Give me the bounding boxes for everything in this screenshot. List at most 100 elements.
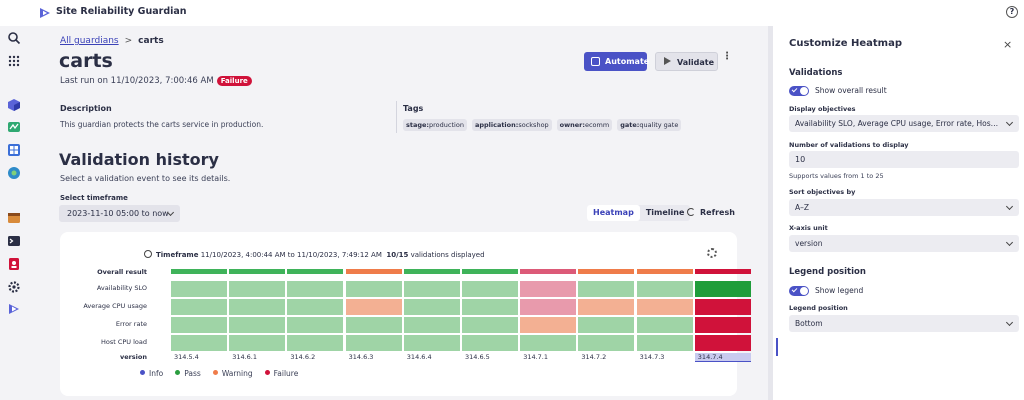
overall-result-bar[interactable] (345, 269, 402, 274)
breadcrumb-separator: > (124, 36, 133, 46)
heatmap-cell[interactable] (578, 335, 635, 351)
guardian-app-icon[interactable] (7, 302, 21, 316)
heatmap-cell[interactable] (520, 335, 577, 351)
legend-position-select[interactable]: Bottom (789, 315, 1019, 332)
heatmap-cell[interactable] (403, 317, 460, 333)
version-label[interactable]: 314.6.2 (290, 353, 316, 361)
timeframe-select[interactable]: 2023-11-10 05:00 to now (59, 205, 180, 222)
sort-objectives-select[interactable]: A–Z (789, 199, 1019, 216)
tab-heatmap[interactable]: Heatmap (587, 205, 640, 221)
heatmap-cell[interactable] (578, 317, 635, 333)
gear-icon[interactable] (707, 248, 717, 258)
heatmap-cell[interactable] (229, 299, 286, 315)
heatmap-cell[interactable] (171, 317, 227, 333)
x-axis-unit-select[interactable]: version (789, 235, 1019, 252)
heatmap-cell[interactable] (462, 335, 518, 351)
version-label[interactable]: 314.6.1 (232, 353, 257, 361)
heatmap-cell[interactable] (345, 281, 402, 297)
version-label[interactable]: 314.6.3 (348, 353, 374, 361)
heatmap-cell[interactable] (403, 335, 460, 351)
heatmap-cell[interactable] (520, 299, 577, 315)
heatmap-cell[interactable] (403, 299, 460, 315)
heatmap-cell[interactable] (462, 299, 518, 315)
heatmap-cell[interactable] (287, 335, 344, 351)
heatmap-cell[interactable] (171, 281, 227, 297)
breadcrumb-all-guardians-link[interactable]: All guardians (60, 36, 119, 46)
version-label[interactable]: 314.6.4 (406, 353, 432, 361)
heatmap-cell[interactable] (578, 281, 635, 297)
search-icon[interactable] (7, 31, 21, 45)
settings-app-icon[interactable] (7, 280, 21, 294)
validate-button[interactable]: Validate (655, 52, 718, 71)
overall-result-bar[interactable] (229, 269, 286, 274)
dashboard-app-icon[interactable] (7, 143, 21, 157)
show-legend-toggle[interactable] (789, 286, 809, 296)
monitor-app-icon[interactable] (7, 120, 21, 134)
heatmap-cell[interactable] (578, 299, 635, 315)
validation-history-subtitle: Select a validation event to see its det… (60, 174, 231, 183)
version-label[interactable]: 314.7.3 (639, 353, 665, 361)
more-options-icon[interactable]: ⋮ (722, 51, 732, 62)
version-label[interactable]: 314.7.2 (581, 353, 607, 361)
num-validations-input[interactable]: 10 (789, 151, 1019, 168)
refresh-button[interactable]: Refresh (687, 208, 735, 217)
display-objectives-select[interactable]: Availability SLO, Average CPU usage, Err… (789, 115, 1019, 132)
security-app-icon[interactable] (7, 257, 21, 271)
tag-gate: gate:quality gate (617, 119, 682, 131)
heatmap-cell[interactable] (694, 317, 751, 333)
close-icon[interactable]: × (1003, 38, 1013, 51)
overall-result-bar[interactable] (287, 269, 344, 274)
heatmap-cell[interactable] (636, 299, 693, 315)
panel-resize-handle[interactable] (776, 338, 778, 356)
heatmap-cell[interactable] (171, 299, 227, 315)
tags-heading: Tags (403, 104, 424, 113)
overall-result-bar[interactable] (520, 269, 577, 274)
overall-result-bar[interactable] (403, 269, 460, 274)
version-label[interactable]: 314.7.4 (694, 353, 751, 362)
version-label[interactable]: 314.6.5 (465, 353, 490, 361)
heatmap-cell[interactable] (636, 281, 693, 297)
heatmap-cell[interactable] (229, 335, 286, 351)
heatmap-cell[interactable] (345, 335, 402, 351)
main-scrollbar[interactable] (768, 26, 773, 400)
kubernetes-app-icon[interactable] (7, 166, 21, 180)
top-bar: Site Reliability Guardian ? (0, 0, 1024, 26)
heatmap-cell[interactable] (287, 317, 344, 333)
version-label[interactable]: 314.5.4 (174, 353, 199, 361)
heatmap-cell[interactable] (520, 281, 577, 297)
heatmap-cell[interactable] (520, 317, 577, 333)
terminal-app-icon[interactable] (7, 234, 21, 248)
heatmap-cell[interactable] (694, 335, 751, 351)
overall-result-bar[interactable] (636, 269, 693, 274)
automate-button[interactable]: Automate (584, 52, 649, 71)
heatmap-cell[interactable] (462, 281, 518, 297)
apps-grid-icon[interactable] (7, 54, 21, 68)
heatmap-cell[interactable] (636, 335, 693, 351)
heatmap-cell[interactable] (229, 281, 286, 297)
heatmap-cell[interactable] (694, 281, 751, 297)
show-overall-toggle[interactable] (789, 86, 809, 96)
heatmap-cell[interactable] (287, 281, 344, 297)
heatmap-cell[interactable] (636, 317, 693, 333)
tab-timeline[interactable]: Timeline (645, 208, 685, 217)
heatmap-cell[interactable] (694, 299, 751, 315)
heatmap-cell[interactable] (345, 317, 402, 333)
version-label[interactable]: 314.7.1 (523, 353, 548, 361)
display-objectives-label: Display objectives (789, 105, 856, 113)
overall-result-bar[interactable] (694, 269, 751, 274)
heatmap-row-label: Average CPU usage (83, 302, 147, 310)
notebook-app-icon[interactable] (7, 211, 21, 225)
heatmap-cell[interactable] (287, 299, 344, 315)
heatmap-cell[interactable] (403, 281, 460, 297)
overall-result-bar[interactable] (462, 269, 518, 274)
legend-dot (175, 370, 181, 375)
heatmap-cell[interactable] (345, 299, 402, 315)
heatmap-row-label: Error rate (115, 320, 147, 328)
help-icon[interactable]: ? (1006, 6, 1018, 18)
heatmap-cell[interactable] (171, 335, 227, 351)
overall-result-bar[interactable] (171, 269, 227, 274)
heatmap-cell[interactable] (229, 317, 286, 333)
cube-app-icon[interactable] (7, 98, 21, 112)
heatmap-cell[interactable] (462, 317, 518, 333)
overall-result-bar[interactable] (578, 269, 635, 274)
